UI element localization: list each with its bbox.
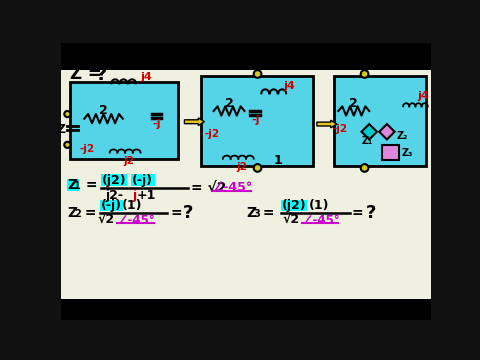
Text: ∠-45°: ∠-45° (212, 181, 252, 194)
Text: -j2: -j2 (204, 129, 220, 139)
Bar (71, 82, 178, 159)
Text: j2-: j2- (105, 189, 123, 202)
Text: -j2: -j2 (332, 125, 348, 134)
Text: Z₃: Z₃ (402, 148, 413, 158)
Polygon shape (379, 124, 395, 139)
Circle shape (361, 164, 369, 172)
Text: Z: Z (246, 206, 256, 220)
Text: Find the Impedance (Part 1): Find the Impedance (Part 1) (147, 50, 368, 64)
Text: Z: Z (67, 178, 77, 192)
Text: -j: -j (153, 119, 161, 129)
Text: (j2): (j2) (281, 199, 306, 212)
Text: -j: -j (251, 115, 260, 125)
Text: =: = (258, 206, 280, 220)
Text: j2: j2 (237, 162, 248, 172)
Text: = √2: = √2 (191, 181, 231, 195)
Text: +1: +1 (136, 189, 156, 202)
Text: ?: ? (183, 204, 193, 222)
FancyArrow shape (317, 120, 337, 128)
Text: (1): (1) (309, 199, 329, 212)
Circle shape (361, 70, 369, 78)
Text: (-j): (-j) (132, 174, 153, 187)
Text: j4: j4 (283, 81, 295, 91)
Circle shape (254, 70, 262, 78)
Text: -j2: -j2 (79, 144, 94, 154)
Circle shape (64, 111, 71, 117)
Text: =: = (352, 206, 369, 220)
Text: 1: 1 (274, 154, 283, 167)
Text: ?: ? (96, 64, 107, 84)
Circle shape (254, 164, 262, 172)
Text: ∠-45°: ∠-45° (118, 214, 155, 227)
Text: 2: 2 (225, 97, 233, 110)
Text: 2: 2 (349, 97, 358, 110)
Text: (1): (1) (122, 199, 142, 212)
Bar (201, 76, 313, 166)
Text: (-j): (-j) (101, 199, 122, 212)
Text: ?: ? (365, 204, 376, 222)
Text: √2: √2 (282, 214, 299, 227)
Text: 3: 3 (253, 209, 260, 219)
Text: (j2): (j2) (102, 174, 127, 187)
Text: Z₂: Z₂ (396, 131, 408, 141)
Text: 2: 2 (99, 104, 108, 117)
Text: j4: j4 (141, 72, 152, 82)
Text: 2: 2 (74, 209, 81, 219)
Bar (334, 76, 426, 166)
Text: Z =: Z = (71, 65, 108, 83)
Bar (100, 199, 123, 211)
Text: =: = (80, 206, 101, 220)
Text: j4: j4 (417, 91, 429, 100)
Bar (61, 43, 431, 70)
Bar (67, 179, 79, 191)
Text: j: j (132, 189, 136, 202)
Text: ∠-45°: ∠-45° (302, 214, 340, 227)
Text: j2: j2 (123, 156, 134, 166)
Text: 1: 1 (74, 181, 81, 192)
Circle shape (64, 142, 71, 148)
FancyArrow shape (184, 118, 204, 126)
Bar (61, 299, 431, 320)
Bar (281, 199, 307, 211)
Bar (61, 70, 431, 299)
Text: Z₁: Z₁ (361, 136, 372, 146)
Text: =: = (81, 178, 103, 192)
Bar (101, 174, 127, 186)
Text: √2: √2 (97, 214, 114, 227)
Text: Z: Z (67, 206, 77, 220)
Polygon shape (361, 124, 377, 139)
Text: Z: Z (57, 123, 66, 136)
Bar (382, 145, 399, 160)
Bar (131, 174, 155, 186)
Text: =: = (170, 206, 187, 220)
